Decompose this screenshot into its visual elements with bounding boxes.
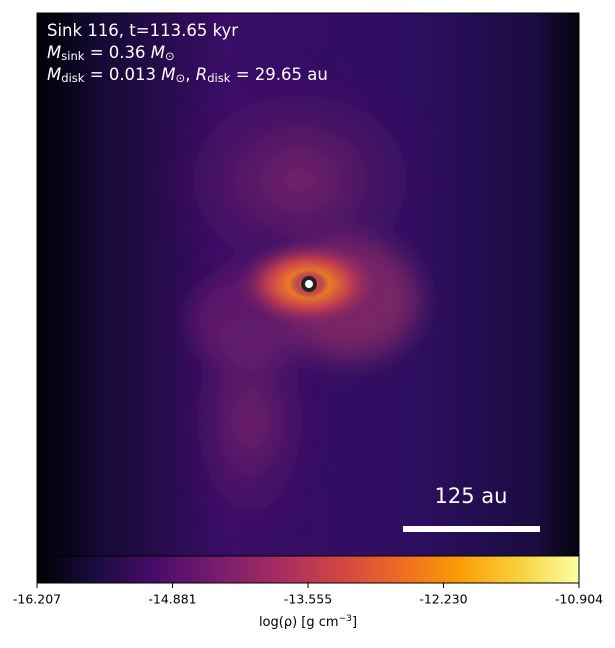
- tick-label: -16.207: [13, 592, 61, 607]
- annotation: Sink 116, t=113.65 kyr: [47, 21, 238, 40]
- text-part: disk: [61, 71, 85, 85]
- text-part: M: [161, 65, 175, 84]
- text-part: ⊙: [176, 71, 186, 85]
- colorbar-label: log(ρ) [g cm−3]: [259, 614, 357, 630]
- sink-marker: [301, 276, 317, 292]
- annotation: Mdisk = 0.013 M⊙, Rdisk = 29.65 au: [47, 65, 328, 85]
- text-part: M: [47, 65, 61, 84]
- density-image: [37, 13, 579, 556]
- tick-label: -14.881: [148, 592, 196, 607]
- text-part: log(ρ) [g cm: [259, 615, 339, 630]
- tick-label: -12.230: [419, 592, 467, 607]
- text-part: M: [47, 43, 61, 62]
- text-part: sink: [61, 49, 85, 63]
- colorbar: [36, 555, 580, 584]
- text-part: −3: [339, 614, 353, 624]
- text-part: = 0.013: [85, 65, 162, 84]
- text-part: ⊙: [165, 49, 175, 63]
- text-part: ]: [352, 615, 357, 630]
- text-part: M: [151, 43, 165, 62]
- text-part: Sink 116, t=113.65 kyr: [47, 21, 238, 40]
- tick-label: -10.904: [555, 592, 603, 607]
- text-part: ,: [185, 65, 196, 84]
- scale-bar-label: 125 au: [435, 484, 508, 508]
- text-part: = 29.65 au: [230, 65, 327, 84]
- text-part: R: [196, 65, 207, 84]
- annotation: Msink = 0.36 M⊙: [47, 43, 175, 63]
- text-part: = 0.36: [84, 43, 150, 62]
- text-part: disk: [207, 71, 231, 85]
- tick-label: -13.555: [284, 592, 332, 607]
